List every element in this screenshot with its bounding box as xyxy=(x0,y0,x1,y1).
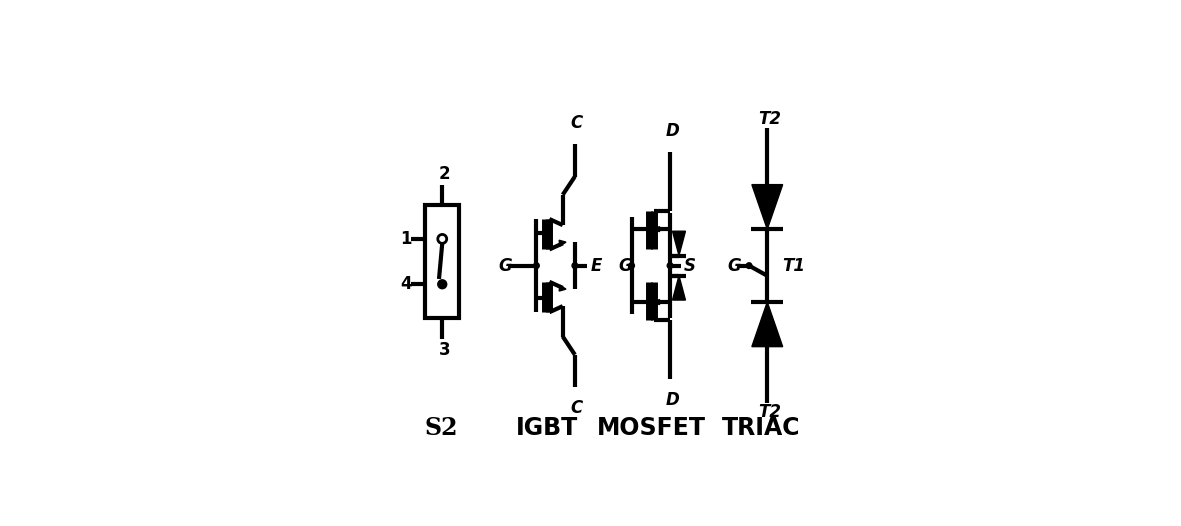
Text: T1: T1 xyxy=(783,257,805,275)
Text: D: D xyxy=(665,122,679,140)
Text: S: S xyxy=(684,257,697,275)
Circle shape xyxy=(438,235,446,244)
Text: 1: 1 xyxy=(400,230,411,248)
Text: T2: T2 xyxy=(758,403,781,421)
Text: C: C xyxy=(570,114,583,132)
Polygon shape xyxy=(752,185,783,229)
Text: G: G xyxy=(498,257,511,275)
Polygon shape xyxy=(654,299,659,305)
Text: G: G xyxy=(727,257,740,275)
Text: D: D xyxy=(665,391,679,409)
Bar xyxy=(425,205,459,318)
Circle shape xyxy=(572,263,578,268)
Text: 3: 3 xyxy=(438,340,450,359)
Polygon shape xyxy=(672,231,685,256)
Text: MOSFET: MOSFET xyxy=(598,416,706,440)
Circle shape xyxy=(746,263,752,268)
Polygon shape xyxy=(559,285,566,291)
Polygon shape xyxy=(752,302,783,347)
Circle shape xyxy=(628,263,634,268)
Text: 4: 4 xyxy=(400,275,411,294)
Text: 2: 2 xyxy=(438,165,450,183)
Text: TRIAC: TRIAC xyxy=(722,416,801,440)
Polygon shape xyxy=(654,227,659,232)
Polygon shape xyxy=(559,240,566,246)
Text: G: G xyxy=(618,257,632,275)
Text: IGBT: IGBT xyxy=(515,416,578,440)
Circle shape xyxy=(534,263,540,268)
Circle shape xyxy=(438,280,446,289)
Polygon shape xyxy=(672,276,685,300)
Text: S2: S2 xyxy=(424,416,458,440)
Text: E: E xyxy=(590,257,601,275)
Text: C: C xyxy=(570,399,583,417)
Text: T2: T2 xyxy=(758,110,781,128)
Circle shape xyxy=(667,263,673,268)
